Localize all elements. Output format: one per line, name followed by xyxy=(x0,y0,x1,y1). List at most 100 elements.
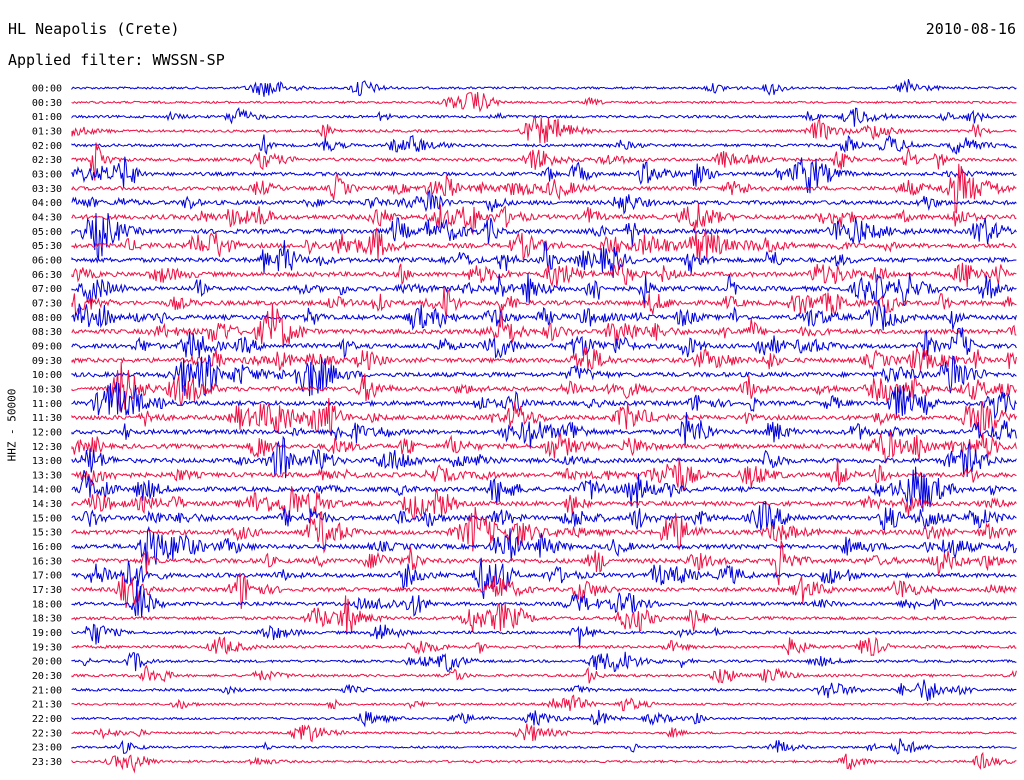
trace-line xyxy=(71,79,1017,97)
trace-line xyxy=(71,540,1017,586)
trace-line xyxy=(71,203,1017,236)
time-tick-label: 23:00 xyxy=(32,743,62,754)
trace-line xyxy=(71,286,1017,320)
trace-line xyxy=(71,347,1017,371)
time-tick-label: 23:30 xyxy=(32,757,62,768)
trace-line xyxy=(71,679,1017,702)
trace-line xyxy=(71,92,1017,113)
station-title: HL Neapolis (Crete) xyxy=(8,20,180,38)
trace-line xyxy=(71,303,1017,349)
time-tick-label: 20:30 xyxy=(32,671,62,682)
time-tick-label: 14:30 xyxy=(32,499,62,510)
trace-line xyxy=(71,257,1017,288)
time-tick-label: 13:00 xyxy=(32,456,62,467)
trace-line xyxy=(71,213,1017,261)
time-tick-label: 07:30 xyxy=(32,298,62,309)
time-tick-label: 19:00 xyxy=(32,628,62,639)
trace-line xyxy=(71,431,1017,464)
trace-line xyxy=(71,156,1017,194)
trace-line xyxy=(71,580,1017,618)
time-tick-label: 14:00 xyxy=(32,485,62,496)
trace-line xyxy=(71,651,1017,673)
date-label: 2010-08-16 xyxy=(925,20,1016,38)
time-tick-label: 01:30 xyxy=(32,126,62,137)
trace-line xyxy=(71,163,1017,214)
time-tick-label: 17:00 xyxy=(32,571,62,582)
time-tick-label: 17:30 xyxy=(32,585,62,596)
time-tick-label: 16:00 xyxy=(32,542,62,553)
time-tick-label: 10:00 xyxy=(32,370,62,381)
time-tick-label: 00:00 xyxy=(32,84,62,95)
time-tick-label: 11:00 xyxy=(32,399,62,410)
time-tick-label: 18:30 xyxy=(32,614,62,625)
trace-line xyxy=(71,738,1017,755)
trace-line xyxy=(71,354,1017,397)
trace-line xyxy=(71,142,1017,181)
time-tick-label: 10:30 xyxy=(32,384,62,395)
trace-line xyxy=(71,486,1017,522)
trace-line xyxy=(71,189,1017,215)
time-tick-label: 00:30 xyxy=(32,98,62,109)
trace-line xyxy=(71,572,1017,609)
time-tick-label: 02:30 xyxy=(32,155,62,166)
time-tick-label: 19:30 xyxy=(32,642,62,653)
time-tick-label: 22:30 xyxy=(32,728,62,739)
trace-line xyxy=(71,457,1017,492)
time-tick-label: 03:30 xyxy=(32,184,62,195)
time-tick-label: 13:30 xyxy=(32,470,62,481)
time-tick-label: 21:30 xyxy=(32,700,62,711)
trace-line xyxy=(71,557,1017,599)
time-tick-label: 15:00 xyxy=(32,513,62,524)
trace-line xyxy=(71,694,1017,712)
time-tick-label: 06:30 xyxy=(32,270,62,281)
time-tick-label: 07:00 xyxy=(32,284,62,295)
time-tick-label: 12:30 xyxy=(32,442,62,453)
trace-line xyxy=(71,227,1017,262)
trace-line xyxy=(71,107,1017,127)
trace-line xyxy=(71,116,1017,144)
trace-line xyxy=(71,709,1017,728)
time-tick-label: 15:30 xyxy=(32,528,62,539)
time-tick-label: 21:00 xyxy=(32,685,62,696)
trace-line xyxy=(71,623,1017,647)
time-tick-label: 06:00 xyxy=(32,255,62,266)
trace-line xyxy=(71,382,1017,419)
time-tick-label: 08:30 xyxy=(32,327,62,338)
trace-line xyxy=(71,723,1017,743)
time-tick-label: 11:30 xyxy=(32,413,62,424)
time-tick-label: 03:00 xyxy=(32,169,62,180)
trace-line xyxy=(71,327,1017,360)
time-tick-label: 02:00 xyxy=(32,141,62,152)
trace-line xyxy=(71,134,1017,156)
time-tick-label: 01:00 xyxy=(32,112,62,123)
time-tick-label: 04:30 xyxy=(32,212,62,223)
trace-line xyxy=(71,361,1017,412)
time-tick-label: 05:00 xyxy=(32,227,62,238)
trace-line xyxy=(71,751,1017,774)
time-tick-label: 16:30 xyxy=(32,556,62,567)
trace-line xyxy=(71,466,1017,512)
trace-line xyxy=(71,435,1017,479)
time-tick-label: 22:00 xyxy=(32,714,62,725)
trace-line xyxy=(71,501,1017,531)
trace-line xyxy=(71,595,1017,635)
trace-line xyxy=(71,397,1017,437)
time-tick-label: 12:00 xyxy=(32,427,62,438)
trace-line xyxy=(71,272,1017,306)
trace-line xyxy=(71,240,1017,278)
time-tick-label: 20:00 xyxy=(32,657,62,668)
time-tick-label: 05:30 xyxy=(32,241,62,252)
trace-line xyxy=(71,412,1017,448)
time-tick-label: 09:30 xyxy=(32,356,62,367)
trace-line xyxy=(71,664,1017,684)
time-tick-label: 08:00 xyxy=(32,313,62,324)
filter-label: Applied filter: WWSSN-SP xyxy=(8,51,225,69)
trace-line xyxy=(71,636,1017,657)
time-tick-label: 09:00 xyxy=(32,341,62,352)
trace-line xyxy=(71,506,1017,554)
trace-line xyxy=(71,526,1017,568)
time-tick-label: 04:00 xyxy=(32,198,62,209)
trace-line xyxy=(71,299,1017,331)
